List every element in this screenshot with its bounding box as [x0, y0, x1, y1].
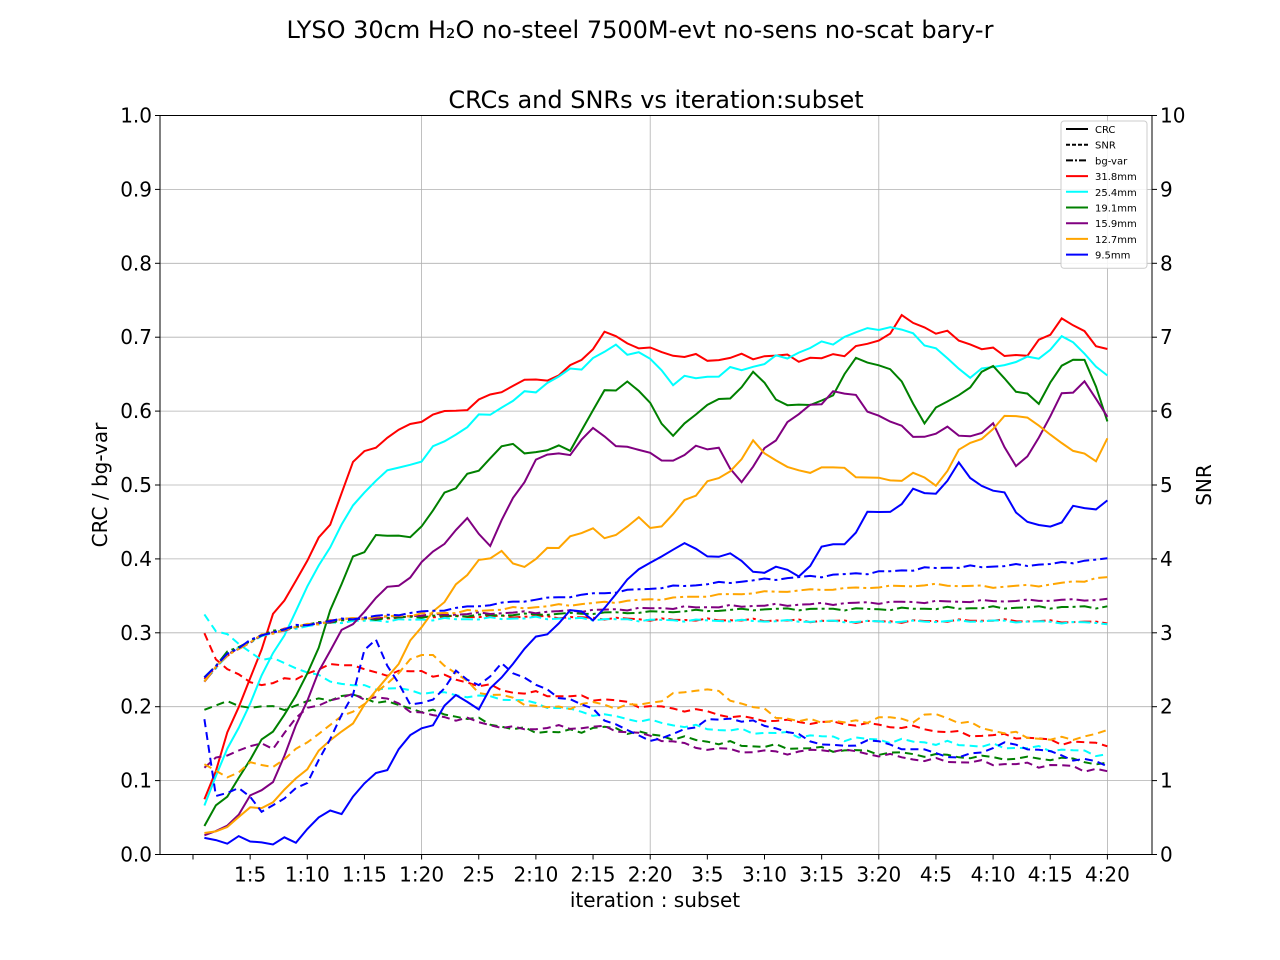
x-tick-label: 2:5	[463, 863, 495, 887]
bgvar-line-12-7mm	[203, 576, 1108, 683]
x-tick-label: 3:15	[799, 863, 844, 887]
x-tick-label: 1:15	[342, 863, 387, 887]
snr-line-9-5mm	[203, 637, 1108, 814]
y2-tick-label: 10	[1160, 104, 1185, 128]
y2-tick-label: 9	[1160, 177, 1173, 201]
x-tick-label: 1:5	[234, 863, 266, 887]
y-tick-label: 0.0	[120, 843, 152, 867]
x-tick-label: 1:20	[399, 863, 444, 887]
legend-box	[1060, 120, 1148, 269]
snr-line-25-4mm	[203, 613, 1108, 758]
y-tick-label: 0.6	[120, 399, 152, 423]
x-tick-label: 3:10	[742, 863, 787, 887]
y-tick-label: 1.0	[120, 104, 152, 128]
x-tick-label: 2:20	[628, 863, 673, 887]
x-axis: 1:5 1:10 1:15 1:20 2:5 2:10 2:15 2:20 3:5 3:10 3:1…	[192, 854, 1130, 887]
legend-label: CRC	[1095, 125, 1115, 136]
x-tick-label: 4:5	[920, 863, 952, 887]
y-tick-label: 0.3	[120, 621, 152, 645]
y2-tick-label: 0	[1160, 843, 1173, 867]
crc-line-15-9mm	[204, 379, 1109, 837]
right-axis: 0 1 2 3 4 5 6 7 8 9 10	[1152, 104, 1185, 867]
legend-label: bg-var	[1095, 156, 1128, 167]
y2-tick-label: 4	[1160, 547, 1173, 571]
bgvar-line-9-5mm	[203, 557, 1108, 679]
y-tick-label: 0.7	[120, 325, 152, 349]
y-tick-label: 0.9	[120, 177, 152, 201]
y-tick-label: 0.1	[120, 769, 152, 793]
plot-lines	[203, 313, 1109, 846]
y-tick-label: 0.5	[120, 473, 152, 497]
bgvar-line-19-1mm	[203, 605, 1108, 678]
x-tick-label: 2:15	[571, 863, 616, 887]
x-tick-label: 4:15	[1028, 863, 1073, 887]
y-axis-label: CRC / bg-var	[88, 422, 112, 547]
y2-tick-label: 2	[1160, 695, 1173, 719]
left-axis: 0.0 0.1 0.2 0.3 0.4 0.5 0.6 0.7 0.8 0.9 1.0	[120, 104, 160, 867]
x-tick-label: 4:20	[1085, 863, 1130, 887]
legend-label: 19.1mm	[1095, 204, 1137, 215]
x-tick-label: 2:10	[513, 863, 558, 887]
snr-line-19-1mm	[204, 693, 1108, 766]
y2-tick-label: 1	[1160, 769, 1173, 793]
snr-line-31-8mm	[203, 632, 1108, 748]
y2-tick-label: 5	[1160, 473, 1173, 497]
x-tick-label: 4:10	[971, 863, 1016, 887]
y-tick-label: 0.4	[120, 547, 152, 571]
y-tick-label: 0.2	[120, 695, 152, 719]
crc-line-12-7mm	[204, 414, 1109, 834]
crc-line-19-1mm	[203, 356, 1109, 827]
legend-label: 12.7mm	[1095, 235, 1137, 246]
bgvar-line-31-8mm	[203, 614, 1108, 680]
y-tick-label: 0.8	[120, 251, 152, 275]
legend-label: 31.8mm	[1095, 172, 1137, 183]
y2-tick-label: 6	[1160, 399, 1173, 423]
legend-label: 15.9mm	[1095, 219, 1137, 230]
y2-tick-label: 7	[1160, 325, 1173, 349]
chart-title: CRCs and SNRs vs iteration:subset	[448, 86, 863, 114]
x-axis-label: iteration : subset	[570, 888, 740, 912]
y2-tick-label: 3	[1160, 621, 1173, 645]
y2-axis-label: SNR	[1192, 464, 1216, 506]
x-tick-label: 1:10	[285, 863, 330, 887]
legend-label: SNR	[1095, 141, 1116, 152]
legend-label: 9.5mm	[1095, 251, 1130, 262]
legend-label: 25.4mm	[1095, 188, 1137, 199]
snr-line-12-7mm	[203, 654, 1108, 779]
y2-tick-label: 8	[1160, 251, 1173, 275]
x-tick-label: 3:5	[691, 863, 723, 887]
figure-suptitle: LYSO 30cm H₂O no-steel 7500M-evt no-sens…	[287, 16, 994, 44]
crc-line-25-4mm	[203, 326, 1109, 806]
x-tick-label: 3:20	[856, 863, 901, 887]
grid-lines	[160, 115, 1152, 855]
legend: CRC SNR bg-var 31.8mm 25.4mm 19.1mm 15.9mm 12.7…	[1060, 120, 1148, 269]
crc-line-9-5mm	[204, 460, 1109, 846]
crc-line-31-8mm	[203, 313, 1108, 800]
bgvar-line-25-4mm	[203, 615, 1108, 682]
